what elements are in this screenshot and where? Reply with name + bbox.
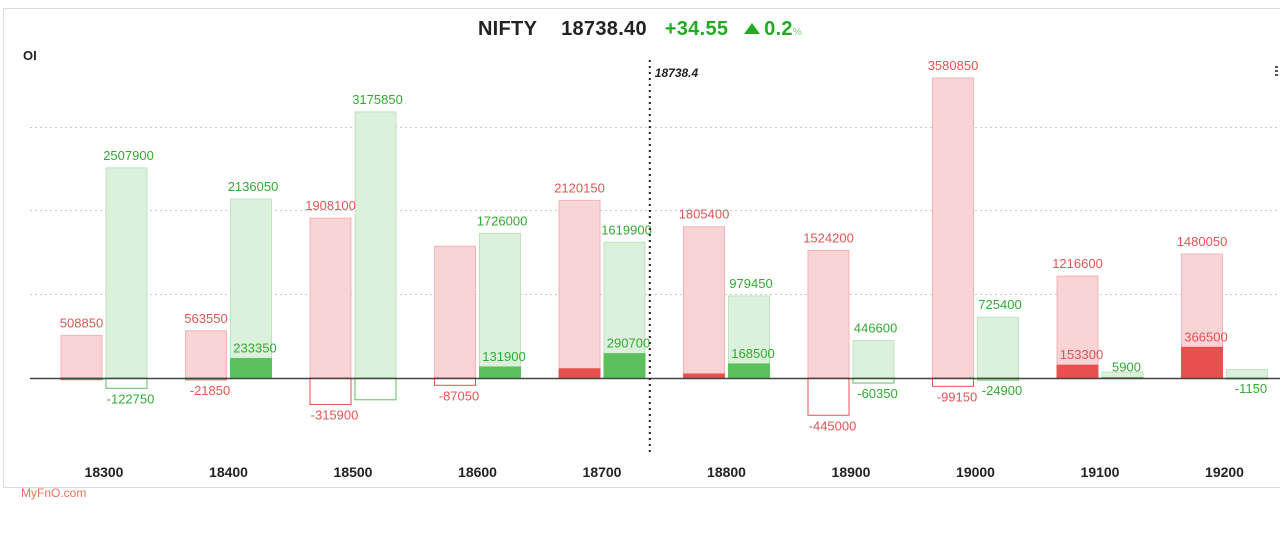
call-change-label: -87050: [439, 388, 479, 403]
put-oi-label: 1726000: [477, 213, 528, 228]
put-oi-label: 979450: [729, 276, 772, 291]
call-oi-bar: [185, 330, 227, 379]
put-oi-bar: [354, 111, 397, 379]
put-oi-label: 1619900: [601, 222, 652, 237]
call-oi-label: 508850: [60, 315, 103, 330]
x-tick-label: 19000: [956, 464, 995, 480]
call-oi-bar: [683, 226, 725, 379]
call-change-bar: [1056, 364, 1099, 379]
percent-sign: %: [792, 27, 803, 38]
up-triangle-icon: [744, 23, 761, 34]
put-change-bar: [603, 353, 646, 379]
put-oi-bar: [479, 232, 521, 379]
put-change-label: 131900: [482, 349, 525, 364]
x-tick-label: 18500: [334, 464, 373, 480]
x-tick-label: 19100: [1081, 464, 1120, 480]
put-change-label: 5900: [1112, 360, 1141, 375]
put-oi-label: 446600: [854, 321, 897, 336]
index-price: 18738.40: [561, 18, 647, 40]
put-change-label: 168500: [731, 346, 774, 361]
call-change-label: -99150: [937, 389, 977, 404]
call-change-label: -315900: [311, 407, 359, 422]
call-change-label: -21850: [190, 383, 230, 398]
put-oi-bar: [977, 316, 1019, 379]
put-change-bar: [479, 366, 521, 379]
put-oi-label: 2136050: [228, 179, 279, 194]
call-oi-label: 1480050: [1177, 234, 1228, 249]
call-oi-label: 1908100: [305, 198, 356, 213]
put-change-bar: [105, 377, 148, 389]
watermark: MyFnO.com: [21, 486, 87, 500]
call-oi-label: 2120150: [554, 180, 605, 195]
call-change-bar: [558, 368, 601, 379]
put-oi-bar: [105, 167, 148, 379]
index-change-pct: 0.2: [764, 18, 793, 40]
y-axis-label: OI: [23, 48, 37, 63]
put-change-bar: [728, 363, 770, 379]
index-change: +34.55: [664, 18, 729, 40]
x-tick-label: 18700: [583, 464, 622, 480]
put-change-label: -24900: [982, 383, 1022, 398]
call-oi-bar: [309, 217, 352, 379]
put-oi-bar: [230, 198, 272, 379]
call-oi-bar: [558, 199, 601, 379]
spot-price-label: 18738.4: [655, 66, 699, 80]
put-change-bar: [230, 357, 272, 379]
put-oi-bar: [1226, 369, 1268, 379]
put-change-bar: [354, 377, 397, 401]
menu-icon[interactable]: [1273, 66, 1279, 80]
chart-header: NIFTY 18738.40 +34.55 0.2%: [0, 18, 1280, 41]
x-tick-label: 18300: [85, 464, 124, 480]
put-change-label: -60350: [857, 386, 897, 401]
call-change-label: 366500: [1184, 329, 1227, 344]
chart-frame: [3, 8, 1280, 488]
x-tick-label: 19200: [1205, 464, 1244, 480]
put-oi-label: 725400: [978, 297, 1021, 312]
put-oi-label: 2507900: [103, 148, 154, 163]
x-tick-label: 18900: [832, 464, 871, 480]
call-oi-label: 1805400: [679, 207, 730, 222]
call-change-bar: [807, 377, 850, 416]
call-oi-label: 563550: [184, 311, 227, 326]
index-symbol: NIFTY: [477, 18, 538, 40]
x-tick-label: 18400: [209, 464, 248, 480]
put-change-label: 290700: [607, 336, 650, 351]
call-change-bar: [309, 377, 352, 405]
call-change-bar: [683, 373, 725, 379]
call-change-label: -445000: [809, 418, 857, 433]
call-oi-label: 3580850: [928, 58, 979, 73]
call-oi-label: 1216600: [1052, 256, 1103, 271]
put-change-label: -1150: [1235, 381, 1267, 396]
x-tick-label: 18600: [458, 464, 497, 480]
put-oi-label: 3175850: [352, 92, 403, 107]
call-change-bar: [1181, 346, 1223, 379]
call-oi-bar: [932, 77, 974, 379]
call-oi-bar: [807, 249, 850, 379]
call-oi-bar: [1056, 275, 1099, 379]
x-tick-label: 18800: [707, 464, 746, 480]
call-change-label: 153300: [1060, 347, 1103, 362]
put-change-label: 233350: [233, 340, 276, 355]
put-change-label: -122750: [107, 391, 155, 406]
call-oi-bar: [60, 334, 103, 379]
call-oi-label: 1524200: [803, 230, 854, 245]
call-oi-bar: [434, 245, 476, 379]
put-oi-bar: [852, 340, 895, 379]
